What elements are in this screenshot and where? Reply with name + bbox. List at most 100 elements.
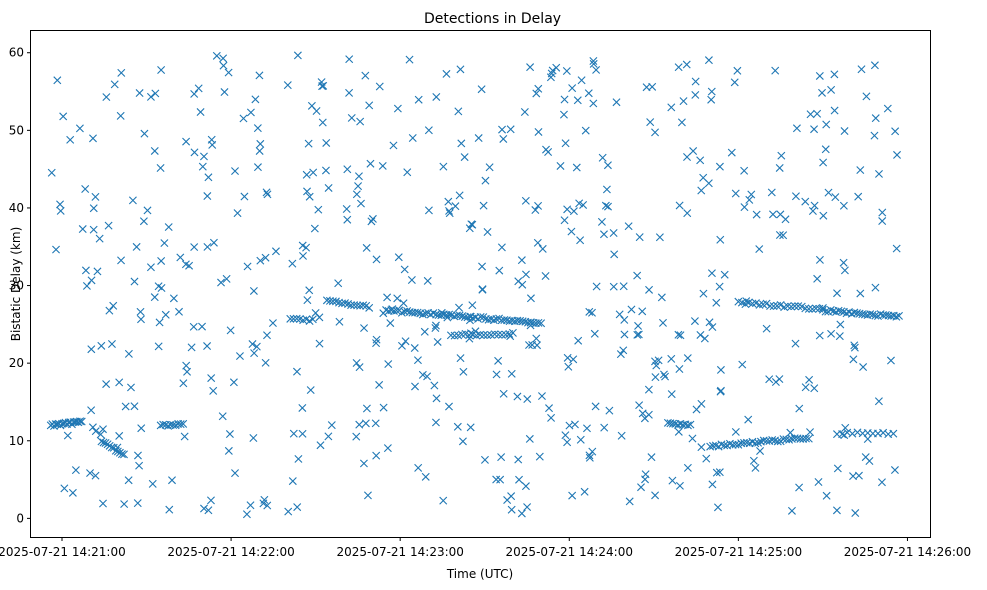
data-point (615, 310, 624, 319)
data-point (445, 206, 454, 215)
data-point (851, 509, 860, 518)
data-point (838, 430, 847, 439)
data-point (292, 367, 301, 376)
data-point (635, 401, 644, 410)
data-point (478, 262, 487, 271)
data-point (762, 299, 771, 308)
data-point (547, 413, 556, 422)
data-point (359, 301, 368, 310)
data-point (525, 434, 534, 443)
data-point (644, 385, 653, 394)
data-point (121, 402, 130, 411)
data-point (260, 495, 269, 504)
data-point (688, 434, 697, 443)
data-point (263, 331, 271, 340)
data-point (189, 322, 198, 331)
data-point (219, 54, 228, 63)
data-point (840, 127, 849, 136)
data-point (560, 95, 569, 104)
data-point (378, 161, 387, 170)
data-point (81, 185, 90, 193)
data-point (91, 192, 100, 201)
data-point (96, 430, 105, 439)
data-point (716, 365, 725, 374)
data-point (892, 244, 901, 253)
data-point (521, 270, 530, 279)
data-point (354, 172, 363, 181)
data-point (582, 424, 591, 433)
data-point (727, 148, 736, 157)
data-point (148, 479, 157, 488)
data-point (691, 77, 700, 86)
data-point (514, 455, 523, 464)
data-point (466, 329, 475, 338)
data-point (517, 509, 526, 518)
data-point (878, 217, 887, 226)
data-point (209, 386, 218, 395)
data-point (466, 423, 475, 432)
data-point (889, 429, 898, 438)
data-point (787, 302, 796, 311)
data-point (432, 394, 441, 403)
data-point (497, 453, 506, 462)
data-point (204, 506, 213, 515)
data-point (591, 402, 600, 411)
data-point (120, 450, 128, 459)
data-point (397, 341, 406, 350)
data-point (139, 217, 148, 226)
data-point (354, 182, 363, 191)
data-point (476, 312, 485, 321)
data-point (811, 304, 820, 313)
data-point (620, 330, 629, 339)
data-point (78, 225, 87, 234)
data-point (316, 441, 325, 450)
data-point (309, 168, 318, 177)
data-point (255, 146, 264, 155)
data-point (99, 425, 107, 434)
data-point (634, 321, 643, 330)
data-point (353, 301, 362, 310)
data-point (802, 434, 810, 443)
data-point (347, 301, 356, 310)
data-point (836, 320, 845, 329)
data-point (485, 163, 494, 172)
data-point (102, 93, 111, 102)
data-point (891, 127, 900, 136)
data-point (87, 345, 96, 354)
data-point (565, 421, 574, 430)
data-point (827, 85, 836, 94)
data-point (499, 134, 508, 143)
data-point (545, 404, 554, 413)
data-point (146, 263, 155, 272)
data-point (89, 134, 97, 143)
data-point (534, 127, 543, 136)
data-point (479, 331, 488, 340)
data-point (345, 55, 354, 64)
data-point (89, 225, 98, 234)
data-point (740, 166, 749, 175)
data-point (494, 356, 503, 365)
data-point (819, 211, 828, 220)
data-point (386, 319, 395, 328)
data-point (815, 331, 824, 340)
data-point (619, 282, 628, 291)
data-point (767, 188, 776, 197)
data-point (560, 216, 569, 225)
data-point (207, 374, 216, 383)
data-point (76, 417, 85, 426)
data-point (256, 139, 265, 148)
data-point (683, 421, 692, 430)
data-point (315, 339, 324, 348)
data-point (818, 303, 827, 312)
data-point (405, 55, 414, 64)
data-point (403, 306, 412, 315)
data-point (683, 153, 692, 161)
data-point (832, 506, 841, 515)
data-point (443, 313, 452, 322)
data-point (787, 506, 796, 515)
data-point (286, 314, 295, 323)
data-point (137, 424, 146, 433)
data-point (715, 282, 724, 291)
data-point (712, 468, 721, 477)
data-point (182, 361, 191, 370)
